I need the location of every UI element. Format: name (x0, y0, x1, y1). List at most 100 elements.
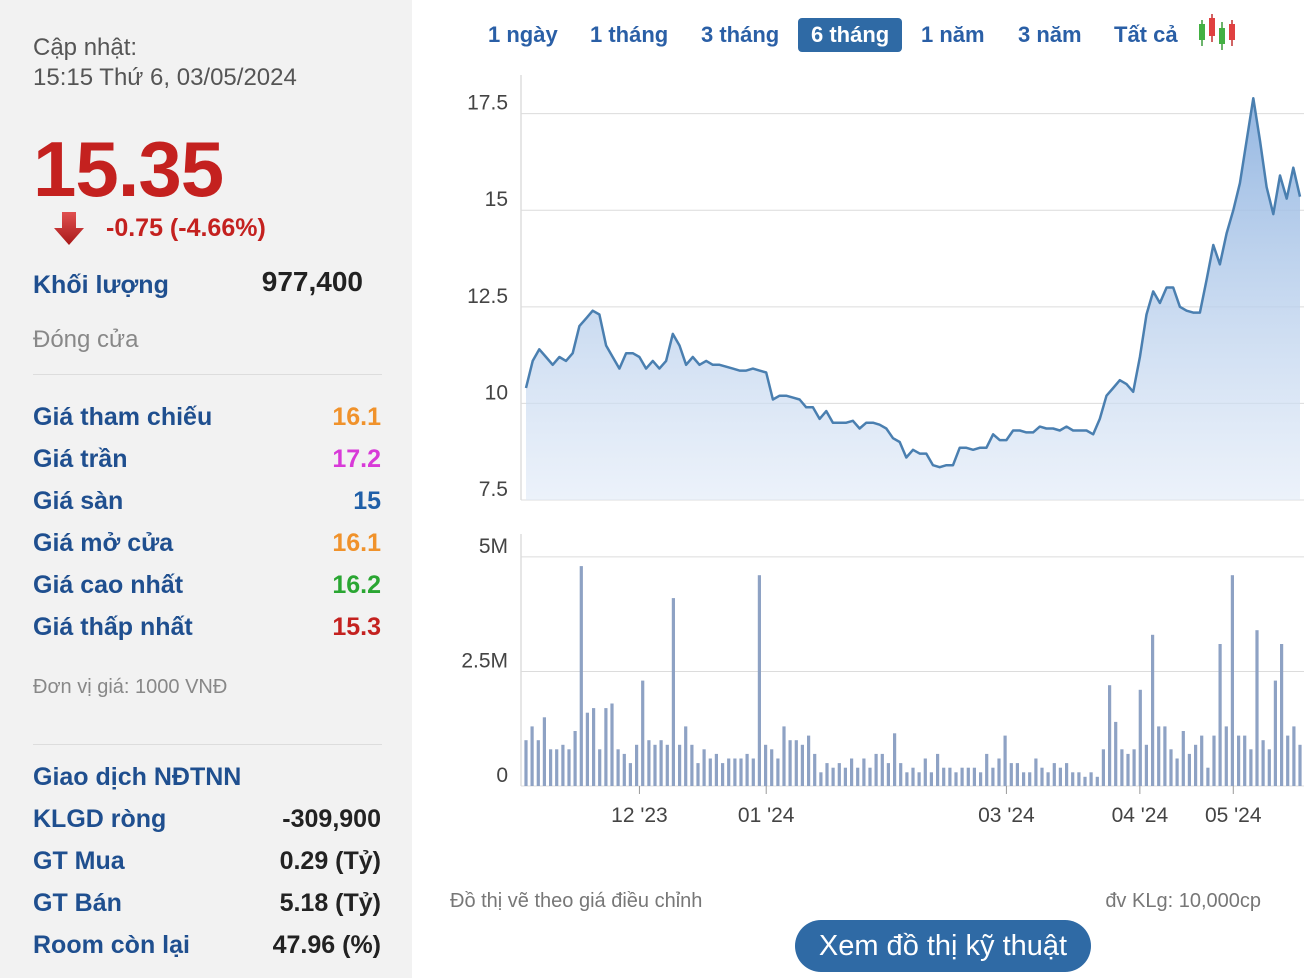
volume-bar (739, 758, 743, 786)
volume-y-tick-label: 2.5M (461, 649, 508, 672)
price-y-tick-label: 15 (485, 188, 508, 211)
price-y-tick-label: 10 (485, 381, 508, 404)
volume-bar (997, 758, 1001, 786)
volume-bar (893, 733, 897, 786)
volume-bar (764, 744, 768, 786)
divider (33, 374, 382, 375)
tab-6-tháng[interactable]: 6 tháng (798, 18, 903, 52)
volume-bar (573, 731, 577, 786)
volume-bar (794, 740, 798, 786)
volume-bar (1144, 744, 1148, 786)
tab-1-tháng[interactable]: 1 tháng (590, 22, 669, 47)
volume-bar (800, 744, 804, 786)
volume-bar (936, 753, 940, 786)
volume-bar (991, 767, 995, 786)
x-tick-label: 05 '24 (1205, 804, 1262, 827)
volume-bar (549, 749, 553, 786)
volume-label: Khối lượng (33, 271, 169, 299)
volume-bar (1261, 740, 1265, 786)
volume-bar (1286, 735, 1290, 786)
tab-3-tháng[interactable]: 3 tháng (701, 22, 780, 47)
volume-bar (1206, 767, 1210, 786)
volume-bar (880, 753, 884, 786)
foreign-value: -309,900 (282, 805, 381, 833)
view-technical-chart-button[interactable]: Xem đồ thị kỹ thuật (795, 920, 1091, 972)
volume-bar (1046, 772, 1050, 786)
tab-Tất-cả[interactable]: Tất cả (1114, 22, 1178, 47)
volume-bar (1218, 644, 1222, 786)
volume-bar (819, 772, 823, 786)
volume-bar (979, 772, 983, 786)
volume-bar (843, 767, 847, 786)
volume-bar (966, 767, 970, 786)
volume-bar (628, 763, 632, 786)
volume-bar (708, 758, 712, 786)
volume-bar (555, 749, 559, 786)
foreign-value: 0.29 (Tỷ) (279, 847, 381, 875)
volume-bar (659, 740, 663, 786)
stat-label: Giá mở cửa (33, 529, 174, 557)
adjusted-price-note: Đồ thị vẽ theo giá điều chỉnh (450, 890, 703, 912)
price-y-tick-label: 12.5 (467, 285, 508, 308)
volume-bar (954, 772, 958, 786)
volume-bar (696, 763, 700, 786)
volume-bar (1077, 772, 1081, 786)
price-area-fill (526, 98, 1300, 500)
volume-bar (985, 753, 989, 786)
tab-1-năm[interactable]: 1 năm (921, 22, 985, 47)
volume-bar (616, 749, 620, 786)
price-y-tick-label: 17.5 (467, 92, 508, 115)
volume-bar (579, 566, 583, 786)
volume-bar (1212, 735, 1216, 786)
stat-label: Giá cao nhất (33, 571, 184, 599)
volume-bar (585, 712, 589, 786)
volume-bar (776, 758, 780, 786)
volume-bar (592, 708, 596, 786)
candlestick-chart-icon[interactable] (1196, 12, 1240, 52)
volume-bar (1255, 630, 1259, 786)
volume-bar (831, 767, 835, 786)
volume-bar (929, 772, 933, 786)
volume-bar (1298, 744, 1302, 786)
volume-bar (948, 767, 952, 786)
volume-bar (862, 758, 866, 786)
volume-value: 977,400 (261, 266, 363, 297)
volume-bar (1237, 735, 1241, 786)
foreign-trading-title: Giao dịch NĐTNN (33, 763, 242, 791)
volume-bar (647, 740, 651, 786)
stat-value: 16.2 (332, 571, 381, 599)
volume-bar (1267, 749, 1271, 786)
volume-bar (911, 767, 915, 786)
volume-bar (923, 758, 927, 786)
volume-bar (1243, 735, 1247, 786)
stat-label: Giá trần (33, 445, 128, 473)
updated-time: 15:15 Thứ 6, 03/05/2024 (33, 64, 297, 91)
foreign-value: 5.18 (Tỷ) (279, 889, 381, 917)
updated-label: Cập nhật: (33, 34, 138, 61)
volume-bar (1169, 749, 1173, 786)
volume-bar (1040, 767, 1044, 786)
foreign-value: 47.96 (%) (272, 931, 381, 959)
volume-bar (524, 740, 528, 786)
current-price: 15.35 (33, 125, 224, 213)
volume-bar (917, 772, 921, 786)
stat-label: Giá tham chiếu (33, 403, 213, 431)
volume-bar (1292, 726, 1296, 786)
volume-bar (1015, 763, 1019, 786)
down-arrow-icon (52, 210, 86, 248)
stock-info-panel: Cập nhật: 15:15 Thứ 6, 03/05/2024 15.35 … (0, 0, 412, 978)
volume-bar (1101, 749, 1105, 786)
stat-value: 16.1 (332, 403, 381, 431)
volume-bar (1194, 744, 1198, 786)
volume-bar (1120, 749, 1124, 786)
volume-bar (721, 763, 725, 786)
volume-bar (1071, 772, 1075, 786)
tab-3-năm[interactable]: 3 năm (1018, 22, 1082, 47)
volume-bar (751, 758, 755, 786)
volume-bar (1009, 763, 1013, 786)
x-tick-label: 12 '23 (611, 804, 668, 827)
tab-1-ngày[interactable]: 1 ngày (488, 22, 558, 47)
volume-bar (874, 753, 878, 786)
volume-bar (1138, 689, 1142, 786)
